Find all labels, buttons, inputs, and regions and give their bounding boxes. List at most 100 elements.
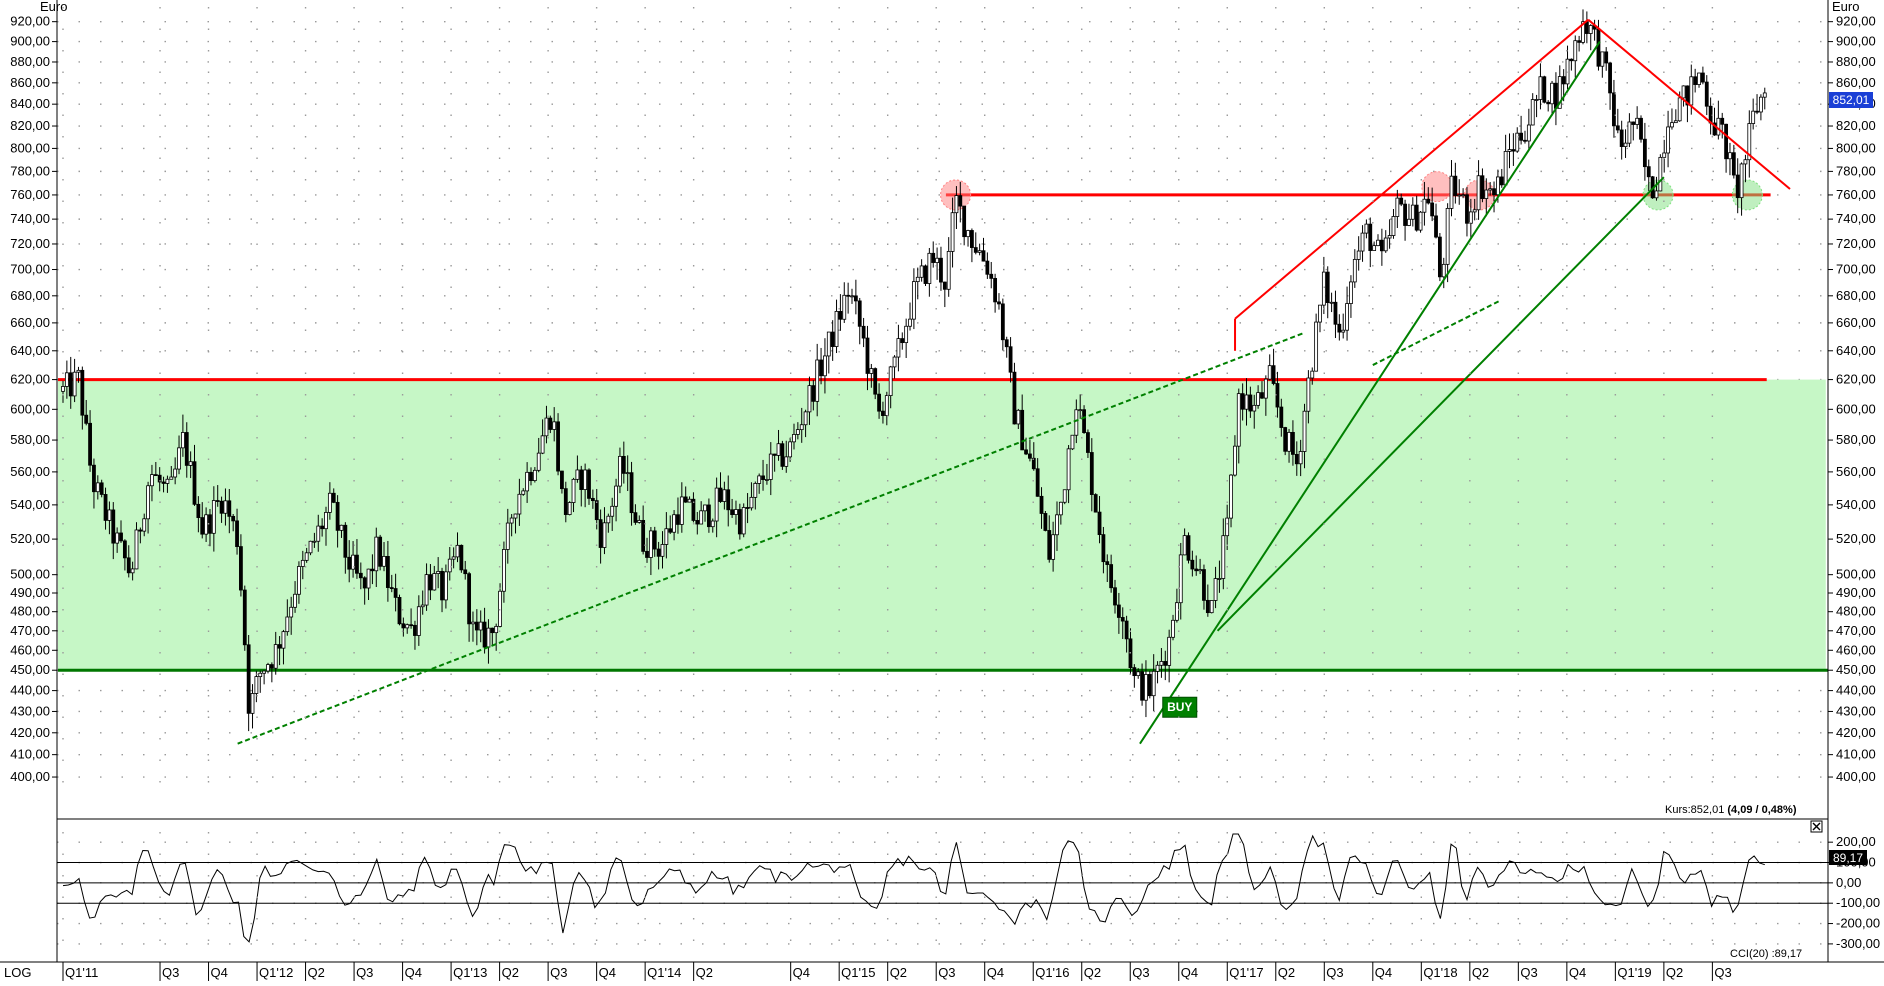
close-icon[interactable] [1810,820,1823,833]
y-tick-label-right: 440,00 [1836,683,1876,698]
scale-mode-label[interactable]: LOG [4,965,31,980]
candle-body [1024,449,1028,455]
candle-body [1751,110,1756,124]
x-tick-label: Q4 [793,965,810,980]
candle-body [722,489,727,502]
y-tick-label-right: 760,00 [1836,187,1876,202]
candle-body [1225,517,1230,537]
x-tick-label: Q1'14 [647,965,681,980]
candle-body [795,429,800,435]
candle-body [1666,126,1670,154]
candlesticks [61,9,1767,732]
candle-body [1499,176,1504,186]
y-tick-label-right: 460,00 [1836,642,1876,657]
cci-tick-label: -300,00 [1836,936,1880,951]
candle-body [1124,620,1129,640]
candle-body [679,496,684,525]
candle-body [718,487,723,502]
candle-body [556,421,560,472]
x-tick-label: Q1'12 [259,965,293,980]
candle-body [792,434,796,443]
candle-body [1260,392,1264,399]
candle-body [331,492,336,503]
x-tick-label: Q3 [938,965,955,980]
candle-body [490,627,495,634]
y-tick-label-left: 680,00 [10,288,50,303]
candle-body [997,301,1001,305]
candle-body [1190,559,1195,570]
y-tick-label-left: 560,00 [10,464,50,479]
candle-body [1244,394,1249,410]
candle-body [1345,303,1349,331]
candle-body [803,411,808,426]
candle-body [285,616,290,633]
candle-body [946,251,951,290]
candle-body [502,549,506,592]
candle-body [780,443,785,467]
candle-body [1271,365,1276,384]
candle-body [919,265,924,278]
candle-body [188,461,193,466]
candle-body [544,417,549,437]
y-tick-label-right: 780,00 [1836,163,1876,178]
candle-body [1735,174,1740,199]
candle-body [1488,188,1493,191]
candle-body [68,372,73,397]
candle-body [1163,661,1168,666]
candle-body [819,359,823,377]
candle-body [1639,117,1643,140]
y-tick-label-right: 900,00 [1836,34,1876,49]
highlight-circle [1421,171,1453,203]
y-tick-label-right: 430,00 [1836,703,1876,718]
candle-body [362,577,367,589]
candle-body [1047,530,1052,560]
candle-body [737,509,742,535]
candle-body [896,338,901,358]
candle-body [1762,92,1767,98]
y-tick-label-right: 740,00 [1836,211,1876,226]
candle-body [432,573,437,591]
candle-body [115,532,120,544]
candle-body [1426,198,1431,204]
candle-body [1198,569,1202,572]
candle-body [1642,138,1647,168]
y-tick-label-left: 720,00 [10,236,50,251]
y-tick-label-left: 760,00 [10,187,50,202]
candle-body [231,515,236,522]
y-tick-label-right: 400,00 [1836,769,1876,784]
candle-body [970,230,974,248]
y-tick-label-right: 480,00 [1836,604,1876,619]
y-tick-label-left: 880,00 [10,54,50,69]
candle-body [1360,232,1365,252]
candle-body [525,471,530,492]
candle-body [1704,81,1709,107]
candle-body [1577,40,1582,43]
y-tick-label-left: 920,00 [10,14,50,29]
candle-body [130,568,135,574]
price-panel: 400,00 400,00 410,00 410,00 420,00 420,00 430,… [10,9,1876,784]
candle-body [84,414,89,424]
candle-body [954,195,959,214]
candle-body [1619,129,1624,147]
x-tick-label: Q3 [1326,965,1343,980]
candle-body [633,512,638,523]
candle-body [540,435,545,454]
candle-body [1109,564,1114,589]
y-tick-label-right: 410,00 [1836,747,1876,762]
candle-body [204,514,209,535]
candle-body [799,424,804,431]
candle-body [699,510,704,525]
candle-body [857,300,862,327]
candle-body [842,294,847,320]
x-tick-label: Q4 [1181,965,1198,980]
candle-body [1372,245,1377,251]
cci-value-badge-bg [1829,850,1867,865]
candle-body [761,475,765,480]
candle-body [1310,370,1315,379]
y-tick-label-left: 660,00 [10,315,50,330]
candle-body [695,520,700,525]
candle-body [1511,149,1516,152]
candle-body [173,468,178,478]
candle-body [1082,409,1086,433]
y-tick-label-right: 660,00 [1836,315,1876,330]
